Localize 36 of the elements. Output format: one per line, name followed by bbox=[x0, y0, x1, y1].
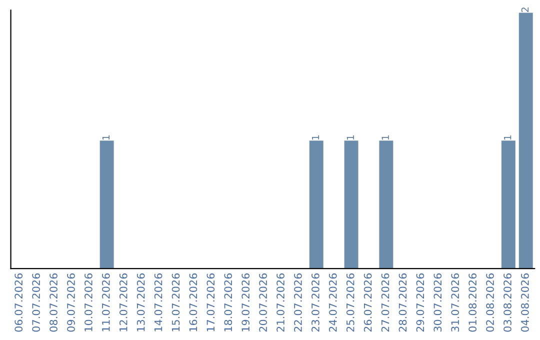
x-tick-label: 06.07.2026 bbox=[14, 273, 23, 332]
x-tick-label: 01.08.2026 bbox=[468, 273, 477, 332]
x-tick-label: 18.07.2026 bbox=[224, 273, 232, 332]
x-tick-label: 02.08.2026 bbox=[486, 273, 494, 332]
x-tick-label: 04.08.2026 bbox=[521, 273, 529, 332]
data-label: 1 bbox=[382, 135, 389, 140]
x-tick-label: 16.07.2026 bbox=[189, 273, 198, 332]
x-tick-label: 31.07.2026 bbox=[451, 273, 460, 332]
x-tick-label: 29.07.2026 bbox=[416, 273, 424, 332]
x-tick-label: 22.07.2026 bbox=[294, 273, 302, 332]
x-tick-label: 13.07.2026 bbox=[136, 273, 145, 332]
x-tick-label: 19.07.2026 bbox=[242, 273, 250, 332]
data-label: 1 bbox=[312, 135, 320, 140]
x-tick-label: 28.07.2026 bbox=[398, 273, 407, 332]
x-tick-label: 15.07.2026 bbox=[172, 273, 180, 332]
x-tick-label: 07.07.2026 bbox=[32, 273, 40, 332]
x-tick-label: 23.07.2026 bbox=[311, 273, 320, 332]
x-tick-label: 17.07.2026 bbox=[206, 273, 215, 332]
data-label: 1 bbox=[504, 135, 512, 140]
x-tick-label: 25.07.2026 bbox=[346, 273, 354, 332]
x-tick-label: 09.07.2026 bbox=[67, 273, 75, 332]
data-label: 1 bbox=[346, 135, 354, 140]
x-tick-label: 12.07.2026 bbox=[119, 273, 128, 332]
data-label: 1 bbox=[102, 135, 110, 140]
x-tick-label: 08.07.2026 bbox=[50, 273, 58, 332]
x-tick-label: 27.07.2026 bbox=[381, 273, 390, 332]
x-tick-label: 26.07.2026 bbox=[364, 273, 372, 332]
x-tick-label: 21.07.2026 bbox=[276, 273, 284, 332]
x-tick-label: 24.07.2026 bbox=[328, 273, 337, 332]
x-tick-label: 11.07.2026 bbox=[102, 273, 110, 332]
data-label: 2 bbox=[521, 8, 529, 12]
x-tick-label: 10.07.2026 bbox=[84, 273, 92, 332]
x-tick-label: 14.07.2026 bbox=[154, 273, 162, 332]
x-tick-label: 20.07.2026 bbox=[259, 273, 267, 332]
x-tick-label: 03.08.2026 bbox=[504, 273, 512, 332]
x-tick-label: 30.07.2026 bbox=[434, 273, 442, 332]
